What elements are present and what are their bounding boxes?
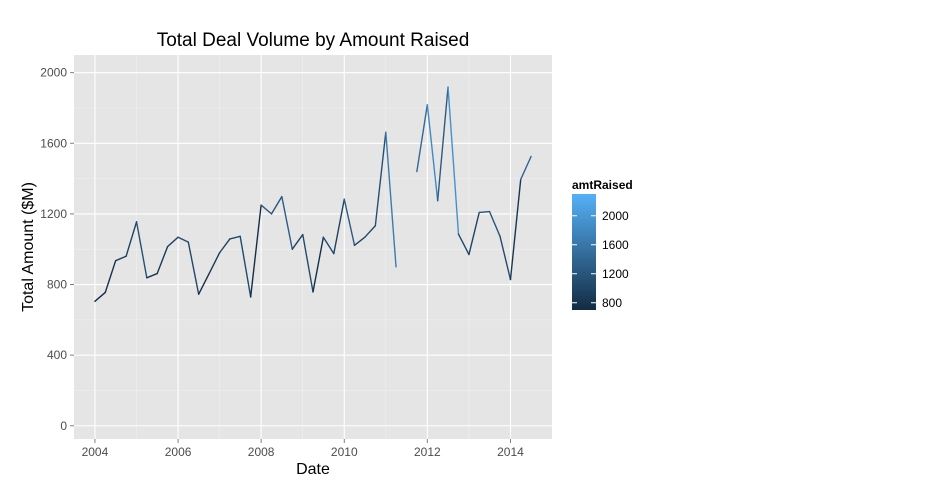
x-tick-label: 2008 — [248, 445, 275, 459]
y-axis: 0 400 800 1200 1600 2000 — [40, 66, 74, 433]
series-line-segment — [302, 233, 314, 293]
y-tick-label: 1600 — [40, 136, 67, 150]
series-line-segment — [447, 86, 460, 235]
series-line-segment — [426, 104, 439, 202]
series-line-segment — [239, 235, 252, 298]
series-line-segment — [488, 210, 501, 238]
series-line-segment — [385, 131, 397, 268]
series-line-segment — [104, 259, 117, 294]
series-line-segment — [229, 235, 241, 240]
series-line-segment — [364, 225, 377, 238]
series-line-segment — [177, 236, 190, 243]
series-line-segment — [322, 236, 335, 255]
series-line-segment — [218, 238, 231, 254]
grid-minor — [74, 55, 552, 439]
x-tick-label: 2014 — [497, 445, 524, 459]
x-tick-label: 2010 — [331, 445, 358, 459]
series-line-segment — [457, 233, 470, 256]
series-line-segment — [374, 131, 387, 227]
series-line-segment — [312, 236, 325, 293]
series-line-segment — [478, 210, 491, 214]
series-line-segment — [353, 236, 366, 247]
legend-tick-label: 1600 — [602, 238, 629, 252]
series-line-segment — [197, 272, 210, 295]
series-line-segment — [187, 241, 200, 295]
series-line-segment — [416, 104, 429, 173]
series-line-segment — [125, 221, 138, 257]
y-axis-title: Total Amount ($M) — [20, 182, 37, 312]
series-line-segment — [208, 252, 221, 275]
legend-ticks: 800 1200 1600 2000 — [572, 209, 629, 310]
series-line-segment — [333, 198, 345, 255]
x-tick-label: 2006 — [165, 445, 192, 459]
legend-tick-label: 800 — [602, 296, 622, 310]
series-line-segment — [146, 272, 158, 279]
series-line-segment — [114, 255, 127, 262]
series-line-segment — [436, 86, 449, 202]
series-line-segment — [94, 291, 106, 302]
chart-title: Total Deal Volume by Amount Raised — [157, 30, 470, 51]
series-line-segment — [156, 245, 169, 275]
legend-colorbar — [572, 194, 596, 310]
series-line-segment — [499, 235, 512, 281]
x-tick-label: 2004 — [82, 445, 109, 459]
series-line-segment — [270, 195, 283, 215]
y-tick-label: 800 — [47, 278, 67, 292]
legend-tick-label: 1200 — [602, 267, 629, 281]
x-axis: 2004 2006 2008 2010 2012 2014 — [82, 439, 524, 459]
series-line-segment — [166, 236, 179, 248]
y-tick-label: 400 — [47, 348, 67, 362]
series-line-segment — [249, 204, 262, 298]
series-line-segment — [135, 221, 148, 279]
legend-tick-label: 2000 — [602, 209, 629, 223]
grid-major — [74, 55, 552, 439]
series-line-segment — [291, 233, 304, 250]
legend: amtRaised 800 1200 1600 2000 — [572, 178, 633, 310]
series-layer — [94, 86, 532, 302]
series-line-segment — [260, 204, 273, 215]
series-line-segment — [468, 211, 480, 256]
series-line-segment — [281, 195, 293, 250]
y-tick-label: 2000 — [40, 66, 67, 80]
y-tick-label: 0 — [60, 419, 67, 433]
series-line-segment — [509, 178, 522, 281]
series-line-segment — [343, 198, 356, 247]
series-line-segment — [520, 155, 532, 181]
legend-title: amtRaised — [572, 178, 633, 192]
plot-panel — [74, 55, 552, 439]
y-tick-label: 1200 — [40, 207, 67, 221]
x-axis-title: Date — [296, 461, 330, 478]
x-tick-label: 2012 — [414, 445, 441, 459]
